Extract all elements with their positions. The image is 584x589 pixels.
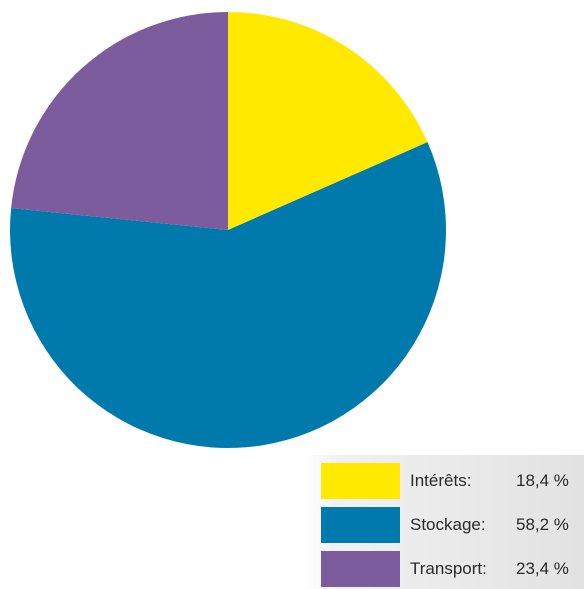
- legend-value-transport: 23,4 %: [516, 559, 569, 578]
- legend-label-transport: Transport:: [410, 559, 487, 578]
- legend-swatch-interets: [321, 463, 400, 499]
- pie-slice-interets: [228, 12, 428, 230]
- legend-swatch-transport: [321, 551, 400, 587]
- pie-slices: [9, 12, 446, 449]
- legend-label-interets: Intérêts:: [410, 471, 472, 490]
- legend-item-stockage: Stockage: 58,2 %: [306, 507, 584, 543]
- legend-item-interets: Intérêts: 18,4 %: [306, 463, 584, 499]
- legend: Intérêts: 18,4 % Stockage: 58,2 % Transp…: [306, 455, 584, 589]
- legend-swatch-stockage: [321, 507, 400, 543]
- legend-label-stockage: Stockage:: [410, 515, 486, 534]
- legend-item-transport: Transport: 23,4 %: [306, 551, 584, 587]
- pie-slice-stockage: [9, 142, 446, 449]
- legend-value-stockage: 58,2 %: [516, 515, 569, 534]
- pie-slice-transport: [11, 12, 228, 230]
- legend-value-interets: 18,4 %: [516, 471, 569, 490]
